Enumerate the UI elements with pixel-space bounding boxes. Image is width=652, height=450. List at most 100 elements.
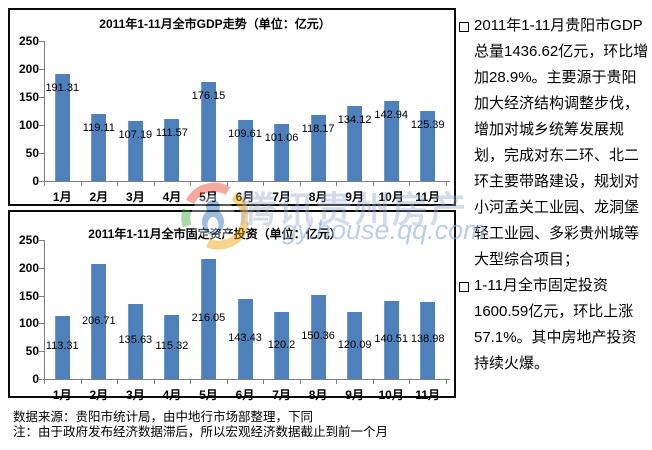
bar-10月: [383, 100, 399, 181]
x-axis-tick: [44, 182, 45, 186]
x-axis-label-8月: 8月: [308, 388, 328, 402]
bar-9月: [347, 105, 363, 181]
x-axis-label-4月: 4月: [162, 190, 182, 204]
bar-value-label-5月: 176.15: [191, 90, 226, 103]
x-axis-tick: [117, 182, 119, 186]
x-axis-tick: [44, 380, 45, 384]
y-axis-tick-label: 0: [32, 174, 39, 188]
bar-value-label-7月: 120.2: [267, 338, 296, 351]
bar-value-label-6月: 109.61: [228, 127, 262, 140]
x-axis-tick: [226, 182, 228, 186]
x-axis-label-7月: 7月: [272, 190, 291, 204]
y-axis-tick-label: 0: [32, 372, 39, 386]
square-bullet-icon: [459, 282, 469, 292]
x-axis-label-11月: 11月: [415, 388, 441, 402]
y-axis-tick: [39, 351, 44, 353]
bar-7月: [274, 312, 290, 379]
bar-9月: [347, 312, 363, 379]
y-axis-line: [44, 41, 45, 182]
x-axis-label-10月: 10月: [378, 190, 404, 204]
x-axis-tick: [263, 182, 265, 186]
x-axis-tick: [117, 380, 119, 384]
gdp-chart-title: 2011年1-11月全市GDP走势（单位：亿元）: [99, 17, 331, 31]
x-axis-label-5月: 5月: [199, 388, 218, 402]
bar-5月: [200, 258, 216, 379]
bar-value-label-4月: 115.32: [155, 339, 189, 352]
bar-value-label-7月: 101.06: [264, 132, 299, 145]
x-axis-line: [44, 181, 450, 182]
y-axis-tick-label: 50: [25, 146, 39, 160]
bar-value-label-10月: 142.94: [374, 108, 408, 121]
bar-value-label-1月: 113.31: [45, 340, 79, 353]
bar-value-label-9月: 120.09: [337, 338, 372, 351]
remark-note: 注：由于政府发布经济数据滞后，所以宏观经济数据截止到前一个月: [13, 424, 389, 439]
bar-6月: [237, 299, 253, 379]
y-axis-tick-label: 250: [18, 34, 39, 48]
x-axis-tick: [409, 182, 411, 186]
y-axis-tick-label: 100: [18, 118, 39, 132]
x-axis-label-4月: 4月: [162, 388, 182, 402]
y-axis-tick: [39, 240, 44, 241]
bar-11月: [420, 110, 436, 181]
y-axis-tick-label: 150: [18, 288, 39, 303]
y-axis-tick: [39, 153, 44, 154]
bar-value-label-4月: 111.57: [155, 126, 188, 139]
fixed-asset-investment-chart: 2011年1-11月全市固定资产投资（单位：亿元） 0 50 100 150 200 25…: [8, 210, 456, 402]
bar-3月: [127, 303, 143, 379]
y-axis-tick-label: 200: [18, 62, 39, 76]
x-axis-label-9月: 9月: [345, 388, 364, 402]
bar-value-label-2月: 119.11: [82, 122, 115, 135]
gdp-trend-chart: 2011年1-11月全市GDP走势（单位：亿元） 0 50 100 150 200 250…: [8, 8, 456, 206]
y-axis-tick: [39, 41, 44, 42]
bar-value-label-9月: 134.12: [337, 113, 372, 126]
bar-1月: [54, 73, 70, 181]
bar-3月: [127, 120, 143, 181]
x-axis-tick: [336, 380, 338, 384]
x-axis-tick: [153, 182, 155, 186]
analysis-commentary: 2011年1-11月贵阳市GDP总量1436.62亿元，环比增加28.9%。主要…: [459, 13, 651, 377]
x-axis-label-3月: 3月: [126, 388, 145, 402]
commentary-bullet-text: 1-11月全市固定投资1600.59亿元，环比上涨57.1%。其中房地产投资持续…: [474, 277, 637, 372]
x-axis-label-11月: 11月: [415, 190, 441, 204]
x-axis-tick: [372, 380, 374, 384]
x-axis-label-2月: 2月: [89, 190, 109, 204]
bar-value-label-3月: 135.63: [118, 334, 153, 347]
data-source-note: 数据来源：贵阳市统计局，由中地行市场部整理，下同: [13, 410, 314, 424]
x-axis-tick: [446, 182, 447, 186]
bar-8月: [310, 114, 326, 181]
x-axis-line: [44, 379, 450, 380]
bar-value-label-1月: 191.31: [45, 81, 80, 94]
x-axis-label-1月: 1月: [52, 388, 72, 402]
x-axis-label-8月: 8月: [308, 190, 328, 204]
y-axis-tick: [39, 267, 44, 269]
x-axis-tick: [263, 380, 265, 384]
bar-11月: [420, 301, 436, 379]
x-axis-label-10月: 10月: [378, 388, 404, 402]
commentary-bullet-text: 2011年1-11月贵阳市GDP总量1436.62亿元，环比增加28.9%。主要…: [474, 17, 649, 268]
x-axis-tick: [409, 380, 411, 384]
bar-value-label-8月: 150.36: [301, 330, 335, 343]
bar-1月: [54, 315, 70, 379]
bar-8月: [310, 295, 326, 379]
x-axis-tick: [299, 380, 301, 384]
x-axis-label-1月: 1月: [52, 190, 72, 204]
bar-10月: [383, 300, 399, 379]
y-axis-tick: [39, 295, 44, 297]
bar-value-label-6月: 143.43: [228, 332, 262, 345]
bar-5月: [200, 82, 216, 181]
bar-value-label-11月: 138.98: [410, 333, 445, 346]
commentary-bullet-gdp: 2011年1-11月贵阳市GDP总量1436.62亿元，环比增加28.9%。主要…: [459, 13, 651, 273]
x-axis-label-2月: 2月: [89, 388, 109, 402]
bar-4月: [164, 314, 180, 379]
y-axis-tick: [39, 69, 44, 70]
x-axis-tick: [299, 182, 301, 186]
y-axis-tick-label: 100: [18, 316, 39, 331]
x-axis-tick: [80, 182, 82, 186]
x-axis-tick: [336, 182, 338, 186]
bar-value-label-2月: 206.71: [81, 314, 116, 327]
bar-value-label-10月: 140.51: [374, 332, 408, 345]
x-axis-label-5月: 5月: [199, 190, 218, 204]
square-bullet-icon: [459, 22, 469, 32]
bar-4月: [164, 118, 180, 181]
y-axis-tick: [39, 97, 44, 98]
